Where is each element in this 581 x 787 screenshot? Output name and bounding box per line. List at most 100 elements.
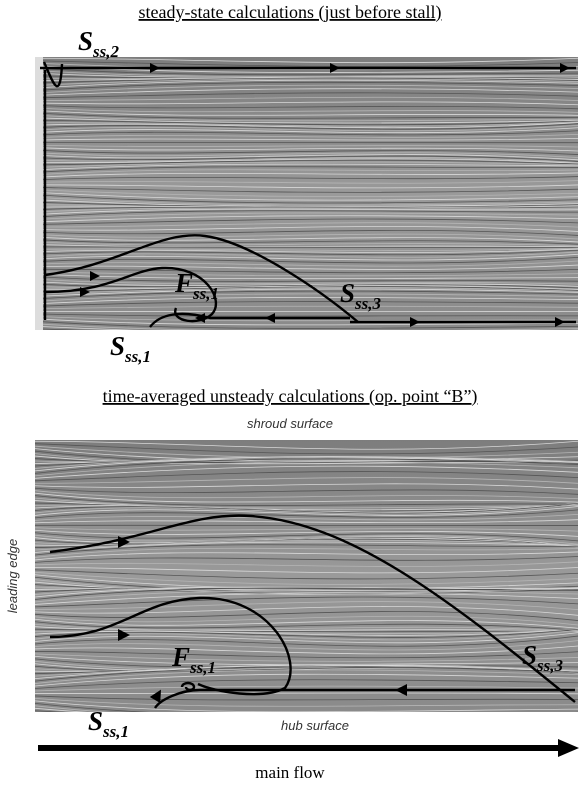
- streak: [35, 215, 578, 223]
- streak: [35, 301, 578, 307]
- separatrix: [149, 312, 350, 328]
- separatrix: [153, 688, 575, 709]
- edge-label: leading edge: [5, 539, 20, 613]
- streak: [35, 251, 578, 258]
- arrowhead: [265, 313, 275, 323]
- streak: [35, 653, 578, 662]
- label-sub: ss,1: [102, 722, 129, 741]
- streak: [35, 60, 578, 67]
- streak: [35, 72, 578, 78]
- streak: [35, 144, 578, 148]
- streak: [35, 471, 578, 482]
- label: Fss,1: [174, 268, 219, 303]
- streak: [35, 154, 578, 161]
- streak: [35, 596, 578, 608]
- streak: [35, 77, 578, 84]
- streak: [35, 483, 578, 490]
- streak: [35, 264, 578, 270]
- label-main: S: [88, 706, 103, 736]
- streak: [35, 601, 578, 611]
- streak: [35, 589, 578, 603]
- streak: [35, 305, 578, 310]
- separatrices: [49, 514, 576, 709]
- streak: [35, 288, 578, 297]
- streak: [35, 122, 578, 129]
- label-main: S: [78, 26, 93, 56]
- spiral: [180, 681, 196, 692]
- streak: [35, 166, 578, 173]
- streak: [35, 79, 578, 89]
- streak: [35, 78, 578, 86]
- streak: [35, 645, 578, 655]
- label: Sss,3: [522, 640, 564, 675]
- streak: [35, 147, 578, 152]
- streak: [35, 130, 578, 136]
- streak: [35, 621, 578, 631]
- streak: [35, 503, 578, 515]
- streak: [35, 104, 578, 110]
- streak: [35, 290, 578, 300]
- arrowhead: [195, 313, 205, 323]
- streak: [35, 527, 578, 532]
- streak: [35, 632, 578, 644]
- streak: [35, 465, 578, 479]
- streak: [35, 666, 578, 682]
- streak: [35, 611, 578, 621]
- streak: [35, 196, 578, 206]
- streak: [35, 239, 578, 245]
- streak: [35, 539, 578, 551]
- streak: [35, 226, 578, 232]
- streak: [35, 569, 578, 580]
- arrowhead: [90, 271, 100, 281]
- streak: [35, 127, 578, 134]
- streak: [35, 77, 578, 81]
- streak: [35, 247, 578, 251]
- streak: [35, 67, 578, 76]
- streak: [35, 664, 578, 680]
- streak: [35, 222, 578, 228]
- streak: [35, 96, 578, 101]
- label-sub: ss,1: [124, 347, 151, 366]
- label-sub: ss,2: [92, 42, 119, 61]
- streak: [35, 123, 578, 130]
- label: Sss,3: [340, 278, 382, 313]
- streak: [35, 635, 578, 647]
- streak: [35, 679, 578, 689]
- streak: [35, 119, 578, 126]
- streak: [35, 152, 578, 158]
- streak: [35, 114, 578, 122]
- streak: [35, 318, 578, 326]
- streak: [35, 293, 578, 302]
- streak: [35, 189, 578, 197]
- streak: [35, 618, 578, 629]
- separatrix: [44, 266, 218, 323]
- separatrices: [40, 61, 576, 328]
- streak: [35, 629, 578, 641]
- streak: [35, 455, 578, 469]
- streak: [35, 492, 578, 503]
- streak: [35, 615, 578, 626]
- streak: [35, 500, 578, 511]
- streak: [35, 169, 578, 176]
- streak: [35, 651, 578, 659]
- label-main: F: [174, 268, 193, 298]
- arrowhead: [150, 63, 160, 73]
- streak: [35, 325, 578, 330]
- streak: [35, 287, 578, 295]
- arrowhead: [118, 629, 130, 641]
- flow-label: main flow: [255, 763, 325, 782]
- streak: [35, 705, 111, 712]
- streak: [35, 692, 578, 695]
- streak: [35, 702, 578, 712]
- streak: [35, 461, 578, 477]
- texture: [35, 57, 578, 330]
- streak: [35, 320, 578, 329]
- streak: [35, 655, 578, 665]
- arrowheads: [80, 63, 570, 327]
- streak: [35, 112, 578, 119]
- streak: [35, 440, 578, 450]
- streak: [35, 509, 578, 519]
- streak: [35, 229, 578, 236]
